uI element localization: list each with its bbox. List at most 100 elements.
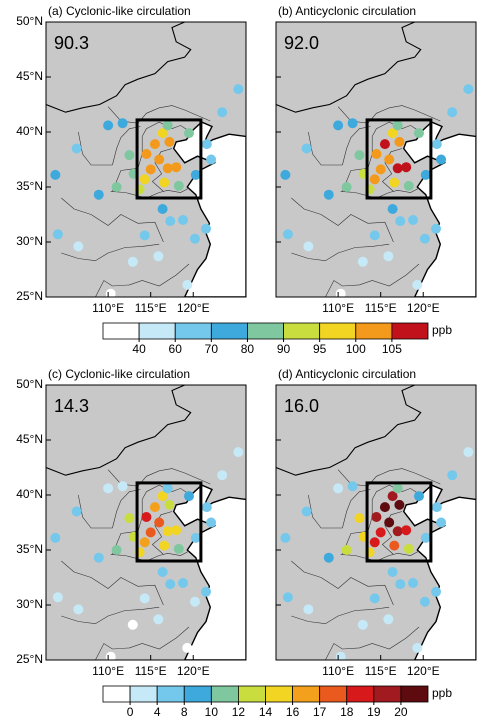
station-dot <box>303 604 314 615</box>
station-dot <box>301 143 312 154</box>
colorbar-box <box>210 685 239 703</box>
colorbar-unit: ppb <box>432 686 452 700</box>
x-tick-label: 120°E <box>407 301 440 315</box>
station-dot <box>159 540 170 551</box>
colorbar-box <box>346 685 375 703</box>
station-dot <box>369 230 380 241</box>
station-dot <box>178 215 189 225</box>
station-dot <box>403 180 414 191</box>
station-dot <box>117 481 128 492</box>
station-dot <box>52 229 63 240</box>
province-border <box>340 550 420 562</box>
station-dot <box>384 517 395 528</box>
x-tick-label: 115°E <box>135 301 167 315</box>
station-dot <box>431 139 442 150</box>
x-tick-label: 110°E <box>92 664 124 678</box>
station-dot <box>323 552 334 563</box>
colorbar-box <box>210 322 248 340</box>
province-border <box>146 484 191 496</box>
station-dot <box>117 118 128 129</box>
province-border <box>340 187 420 199</box>
colorbar-box <box>174 322 212 340</box>
station-dot <box>149 502 160 513</box>
station-dot <box>173 180 184 191</box>
region-box <box>365 481 433 563</box>
station-dot <box>413 128 424 139</box>
province-border <box>151 511 173 555</box>
colorbar-box <box>247 322 284 340</box>
province-border <box>320 577 394 606</box>
colorbar-box <box>102 322 140 340</box>
station-dot <box>408 215 419 225</box>
colorbar-label: 4 <box>154 705 161 719</box>
x-tick-label: 110°E <box>322 301 354 315</box>
station-dot <box>93 189 104 200</box>
station-dot <box>52 592 63 603</box>
station-dot <box>183 491 194 502</box>
colorbar-label: 80 <box>241 342 255 356</box>
station-dot <box>162 120 173 131</box>
station-dot <box>162 483 173 494</box>
station-dot <box>111 182 122 192</box>
station-dot <box>165 216 176 227</box>
station-dot <box>182 642 193 653</box>
x-tick-label: 115°E <box>135 664 167 678</box>
station-dot <box>164 136 175 147</box>
province-border <box>112 128 147 192</box>
station-dot <box>141 512 152 522</box>
x-tick-label: 120°E <box>177 301 210 315</box>
station-dot <box>375 527 386 538</box>
station-dot <box>201 586 211 597</box>
station-dot <box>178 578 189 588</box>
colorbar-box <box>102 685 131 703</box>
x-tick-label: 110°E <box>322 664 354 678</box>
station-dot <box>419 596 430 607</box>
panel-title: (b) Anticyclonic circulation <box>278 4 416 18</box>
panel-value: 90.3 <box>54 33 89 53</box>
province-border <box>342 126 371 166</box>
province-border <box>95 626 190 660</box>
station-dot <box>154 154 165 165</box>
y-tick-label: 30°N <box>16 597 43 611</box>
map-panel <box>276 22 476 297</box>
station-dot <box>139 537 150 548</box>
station-dot <box>408 578 419 588</box>
station-dot <box>447 470 458 481</box>
station-dot <box>436 517 447 528</box>
province-border <box>381 511 403 555</box>
colorbar-box <box>156 685 185 703</box>
colorbar-box <box>265 685 293 703</box>
colorbar-label: 8 <box>181 705 188 719</box>
station-dot <box>394 499 405 510</box>
province-border <box>61 243 160 262</box>
station-dot <box>50 169 61 180</box>
colorbar-box <box>400 685 429 703</box>
station-dot <box>139 230 150 241</box>
station-dot <box>392 483 403 494</box>
station-dot <box>447 107 458 118</box>
colorbar-label: 14 <box>259 705 273 719</box>
colorbar-label: 12 <box>232 705 246 719</box>
station-dot <box>111 545 122 555</box>
province-border <box>61 606 160 625</box>
province-border <box>291 197 322 215</box>
province-border <box>376 484 421 496</box>
station-dot <box>139 174 150 185</box>
station-dot <box>303 241 314 252</box>
station-dot <box>280 532 291 543</box>
national-border <box>46 22 192 113</box>
province-border <box>325 626 420 660</box>
station-dot <box>189 596 200 607</box>
province-border <box>61 197 92 215</box>
colorbar-label: 95 <box>313 342 327 356</box>
station-dot <box>282 592 293 603</box>
station-dot <box>280 169 291 180</box>
province-border <box>320 214 394 243</box>
station-dot <box>157 128 168 139</box>
x-tick-label: 120°E <box>177 664 210 678</box>
province-border <box>291 606 390 625</box>
province-border <box>376 121 421 133</box>
station-dot <box>189 233 200 244</box>
station-dot <box>139 593 150 604</box>
colorbar-box <box>138 322 176 340</box>
